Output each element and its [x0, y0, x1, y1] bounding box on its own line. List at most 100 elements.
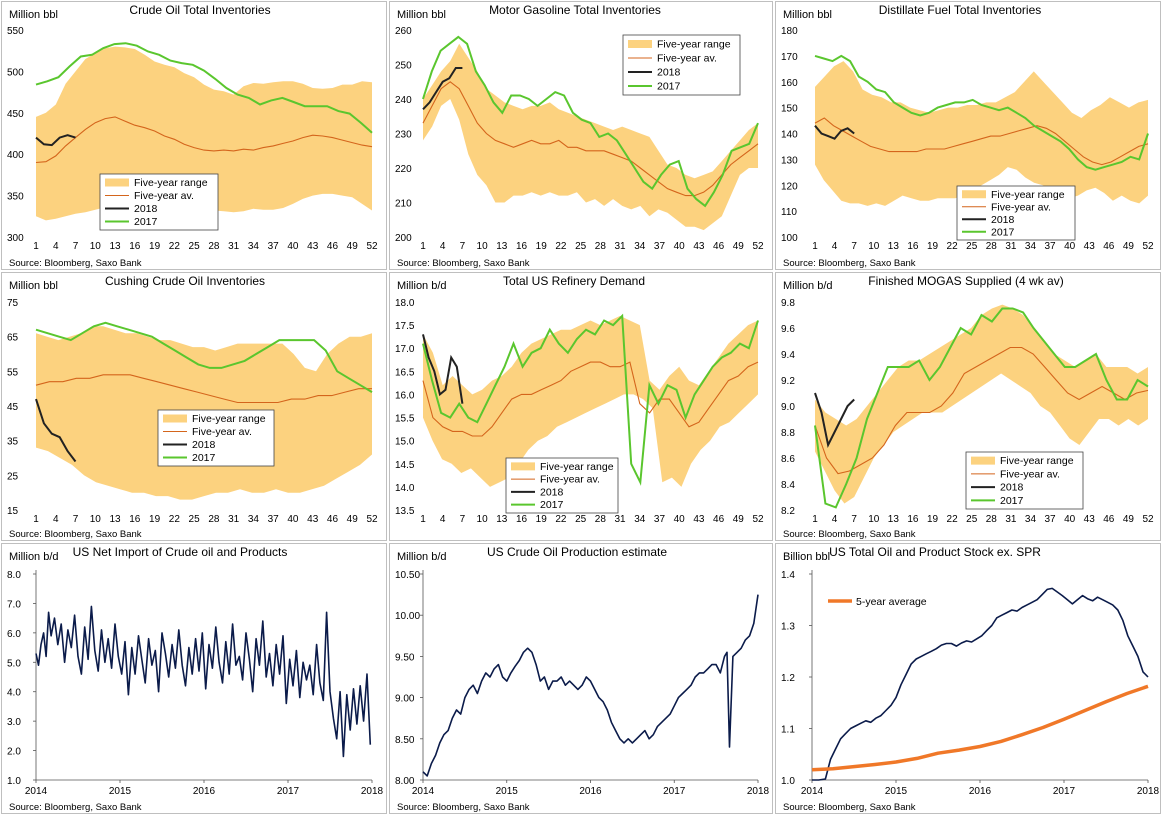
legend-label: 5-year average — [856, 596, 927, 608]
y-tick-label: 25 — [7, 471, 19, 482]
y-tick-label: 7.0 — [7, 599, 21, 610]
y-tick-label: 1.0 — [781, 776, 795, 787]
y-tick-label: 8.2 — [781, 506, 795, 517]
x-tick-label: 10 — [477, 241, 489, 252]
chart-title: Distillate Fuel Total Inventories — [879, 3, 1042, 17]
x-tick-label: 16 — [907, 241, 919, 252]
y-tick-label: 1.4 — [781, 570, 795, 581]
line-2017 — [35, 42, 373, 134]
x-tick-label: 22 — [169, 514, 181, 525]
y-tick-label: 13.5 — [395, 506, 415, 517]
y-tick-label: 15 — [7, 506, 19, 517]
x-tick-label: 43 — [1084, 241, 1096, 252]
series-line — [812, 587, 1149, 781]
y-axis-label: Million b/d — [783, 280, 833, 292]
x-tick-label: 34 — [634, 514, 646, 525]
y-axis-label: Million bbl — [783, 9, 832, 21]
legend-label: Five-year range — [134, 177, 208, 189]
legend-label: 2018 — [657, 67, 681, 79]
x-tick-label: 25 — [575, 241, 587, 252]
x-tick-label: 37 — [654, 514, 666, 525]
x-tick-label: 19 — [927, 514, 939, 525]
x-tick-label: 46 — [1103, 241, 1115, 252]
legend-label: 2018 — [134, 203, 158, 215]
series-line — [35, 605, 372, 758]
y-tick-label: 250 — [395, 61, 412, 72]
x-tick-label: 34 — [248, 514, 260, 525]
x-tick-label: 1 — [812, 241, 818, 252]
x-tick-label: 49 — [1123, 241, 1135, 252]
legend-label: 2017 — [134, 216, 158, 228]
y-tick-label: 9.4 — [781, 350, 795, 361]
x-tick-label: 28 — [208, 514, 220, 525]
legend-swatch-range — [163, 414, 187, 423]
five-year-range-band — [815, 304, 1148, 504]
x-tick-label: 2015 — [496, 786, 519, 797]
legend-label: 2017 — [192, 452, 216, 464]
x-tick-label: 22 — [947, 241, 959, 252]
x-tick-label: 49 — [733, 514, 745, 525]
x-tick-label: 25 — [189, 241, 201, 252]
x-tick-label: 31 — [228, 241, 240, 252]
x-tick-label: 16 — [129, 241, 141, 252]
chart-panel-9: US Total Oil and Product Stock ex. SPRBi… — [775, 543, 1161, 814]
x-tick-label: 25 — [189, 514, 201, 525]
x-tick-label: 40 — [1064, 241, 1076, 252]
legend-label: Five-year av. — [991, 201, 1051, 213]
y-tick-label: 260 — [395, 26, 412, 37]
y-tick-label: 75 — [7, 298, 19, 309]
y-tick-label: 8.00 — [395, 776, 415, 787]
x-tick-label: 1 — [420, 514, 426, 525]
x-tick-label: 2018 — [747, 786, 770, 797]
y-tick-label: 170 — [781, 52, 798, 63]
legend-label: 2017 — [1000, 495, 1024, 507]
x-tick-label: 2017 — [1053, 786, 1076, 797]
x-tick-label: 31 — [614, 241, 626, 252]
chart-panel-8: US Crude Oil Production estimate Million … — [389, 543, 773, 814]
x-tick-label: 43 — [693, 241, 705, 252]
line-2018 — [814, 392, 855, 449]
x-tick-label: 16 — [907, 514, 919, 525]
y-tick-label: 210 — [395, 199, 412, 210]
x-tick-label: 22 — [947, 514, 959, 525]
chart-title: US Crude Oil Production estimate — [487, 545, 667, 559]
y-tick-label: 45 — [7, 402, 19, 413]
x-tick-label: 1 — [33, 241, 39, 252]
x-tick-label: 22 — [555, 514, 567, 525]
y-tick-label: 180 — [781, 26, 798, 37]
y-tick-label: 1.3 — [781, 622, 795, 633]
x-tick-label: 46 — [713, 241, 725, 252]
x-tick-label: 52 — [366, 241, 378, 252]
x-tick-label: 13 — [496, 514, 508, 525]
chart-title: Finished MOGAS Supplied (4 wk av) — [868, 274, 1063, 288]
y-tick-label: 350 — [7, 192, 24, 203]
y-tick-label: 140 — [781, 130, 798, 141]
y-axis-label: Million b/d — [397, 551, 447, 563]
x-tick-label: 43 — [307, 241, 319, 252]
x-tick-label: 25 — [966, 514, 978, 525]
x-tick-label: 10 — [868, 514, 880, 525]
x-tick-label: 4 — [440, 241, 446, 252]
five-year-range-band — [423, 43, 758, 231]
legend-label: Five-year range — [657, 39, 731, 51]
y-tick-label: 300 — [7, 233, 24, 244]
x-tick-label: 2015 — [109, 786, 132, 797]
y-tick-label: 8.4 — [781, 480, 795, 491]
line-2017 — [814, 54, 1149, 171]
y-tick-label: 9.0 — [781, 402, 795, 413]
source-note: Source: Bloomberg, Saxo Bank — [783, 802, 916, 813]
five-year-average-line — [422, 81, 759, 197]
y-tick-label: 55 — [7, 367, 19, 378]
source-note: Source: Bloomberg, Saxo Bank — [783, 258, 916, 269]
y-tick-label: 35 — [7, 437, 19, 448]
y-tick-label: 9.50 — [395, 652, 415, 663]
y-tick-label: 500 — [7, 67, 24, 78]
x-tick-label: 10 — [90, 514, 102, 525]
x-tick-label: 46 — [1103, 514, 1115, 525]
x-tick-label: 1 — [33, 514, 39, 525]
y-tick-label: 65 — [7, 333, 19, 344]
x-tick-label: 43 — [1084, 514, 1096, 525]
y-tick-label: 8.6 — [781, 454, 795, 465]
line-2017 — [422, 35, 759, 208]
